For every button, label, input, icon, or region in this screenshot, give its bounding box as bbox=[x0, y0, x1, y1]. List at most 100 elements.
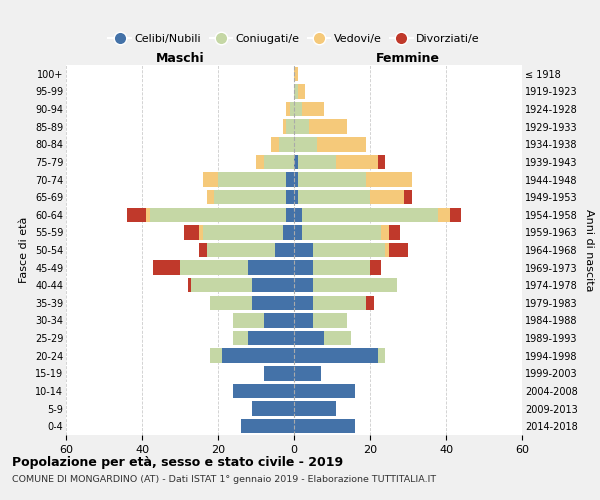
Bar bbox=[279, 137, 294, 152]
Bar bbox=[275, 243, 294, 257]
Bar bbox=[294, 154, 298, 169]
Bar bbox=[294, 190, 298, 204]
Bar bbox=[283, 225, 294, 240]
Bar bbox=[294, 419, 355, 434]
Bar bbox=[294, 243, 313, 257]
Bar bbox=[298, 172, 366, 186]
Bar bbox=[294, 84, 298, 98]
Bar bbox=[294, 172, 298, 186]
Bar bbox=[294, 384, 355, 398]
Bar bbox=[214, 190, 286, 204]
Bar bbox=[184, 225, 199, 240]
Bar bbox=[248, 331, 294, 345]
Bar bbox=[203, 225, 283, 240]
Bar bbox=[313, 296, 366, 310]
Bar bbox=[233, 384, 294, 398]
Text: Femmine: Femmine bbox=[376, 52, 440, 65]
Bar bbox=[370, 190, 404, 204]
Bar bbox=[233, 314, 263, 328]
Bar bbox=[263, 314, 294, 328]
Bar bbox=[366, 172, 412, 186]
Bar bbox=[366, 296, 374, 310]
Bar bbox=[233, 331, 248, 345]
Bar bbox=[180, 260, 248, 275]
Bar bbox=[298, 84, 305, 98]
Bar bbox=[302, 102, 325, 117]
Bar bbox=[317, 137, 366, 152]
Bar bbox=[188, 278, 191, 292]
Bar bbox=[294, 348, 377, 363]
Bar bbox=[203, 172, 218, 186]
Bar bbox=[294, 208, 302, 222]
Bar bbox=[191, 278, 252, 292]
Bar bbox=[294, 278, 313, 292]
Bar bbox=[263, 154, 294, 169]
Bar bbox=[127, 208, 146, 222]
Bar bbox=[294, 120, 309, 134]
Bar bbox=[302, 208, 439, 222]
Bar bbox=[211, 296, 252, 310]
Bar bbox=[222, 348, 294, 363]
Bar bbox=[199, 225, 203, 240]
Bar bbox=[294, 66, 298, 81]
Bar bbox=[252, 278, 294, 292]
Bar bbox=[294, 314, 313, 328]
Bar bbox=[313, 314, 347, 328]
Bar bbox=[199, 243, 206, 257]
Legend: Celibi/Nubili, Coniugati/e, Vedovi/e, Divorziati/e: Celibi/Nubili, Coniugati/e, Vedovi/e, Di… bbox=[104, 30, 484, 48]
Bar bbox=[294, 137, 317, 152]
Bar bbox=[256, 154, 263, 169]
Bar bbox=[263, 366, 294, 380]
Text: COMUNE DI MONGARDINO (AT) - Dati ISTAT 1° gennaio 2019 - Elaborazione TUTTITALIA: COMUNE DI MONGARDINO (AT) - Dati ISTAT 1… bbox=[12, 475, 436, 484]
Bar bbox=[377, 154, 385, 169]
Bar bbox=[206, 243, 275, 257]
Bar bbox=[294, 366, 320, 380]
Bar bbox=[146, 208, 149, 222]
Bar bbox=[313, 278, 397, 292]
Text: Popolazione per età, sesso e stato civile - 2019: Popolazione per età, sesso e stato civil… bbox=[12, 456, 343, 469]
Bar bbox=[298, 190, 370, 204]
Bar bbox=[370, 260, 382, 275]
Bar bbox=[286, 172, 294, 186]
Bar bbox=[286, 120, 294, 134]
Bar bbox=[149, 208, 286, 222]
Bar bbox=[309, 120, 347, 134]
Bar bbox=[283, 120, 286, 134]
Y-axis label: Fasce di età: Fasce di età bbox=[19, 217, 29, 283]
Bar bbox=[377, 348, 385, 363]
Bar bbox=[248, 260, 294, 275]
Bar bbox=[389, 225, 400, 240]
Bar bbox=[294, 331, 325, 345]
Bar bbox=[382, 225, 389, 240]
Bar bbox=[154, 260, 180, 275]
Bar bbox=[294, 296, 313, 310]
Bar bbox=[294, 260, 313, 275]
Bar bbox=[294, 225, 302, 240]
Bar bbox=[325, 331, 351, 345]
Bar bbox=[286, 190, 294, 204]
Bar bbox=[385, 243, 389, 257]
Bar bbox=[252, 296, 294, 310]
Bar bbox=[294, 102, 302, 117]
Bar bbox=[206, 190, 214, 204]
Bar bbox=[313, 243, 385, 257]
Bar bbox=[290, 102, 294, 117]
Bar bbox=[252, 402, 294, 416]
Bar bbox=[286, 208, 294, 222]
Bar bbox=[286, 102, 290, 117]
Bar bbox=[294, 402, 336, 416]
Bar bbox=[439, 208, 450, 222]
Bar bbox=[271, 137, 279, 152]
Bar bbox=[389, 243, 408, 257]
Bar bbox=[211, 348, 222, 363]
Bar bbox=[404, 190, 412, 204]
Bar bbox=[241, 419, 294, 434]
Text: Maschi: Maschi bbox=[155, 52, 205, 65]
Bar bbox=[298, 154, 336, 169]
Y-axis label: Anni di nascita: Anni di nascita bbox=[584, 209, 594, 291]
Bar bbox=[336, 154, 377, 169]
Bar bbox=[302, 225, 382, 240]
Bar bbox=[450, 208, 461, 222]
Bar bbox=[218, 172, 286, 186]
Bar bbox=[313, 260, 370, 275]
